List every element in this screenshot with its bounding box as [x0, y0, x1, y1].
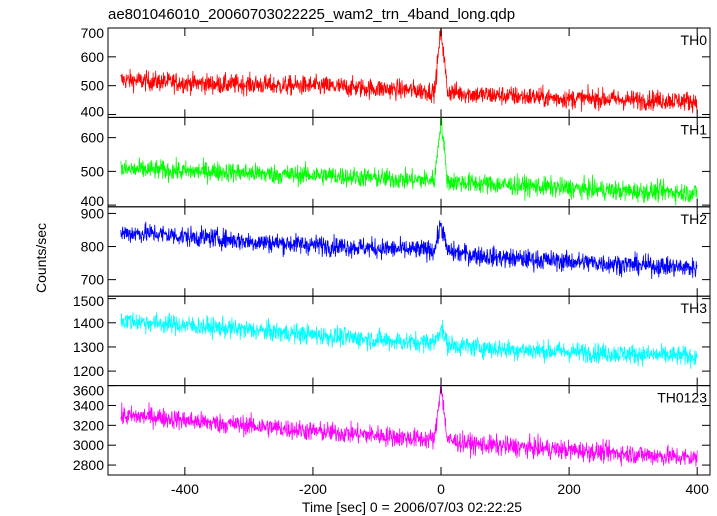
y-tick-label: 400	[81, 103, 105, 119]
y-tick-label: 1200	[73, 363, 104, 379]
y-tick-label: 3200	[73, 417, 104, 433]
series-line-th0	[120, 28, 698, 114]
x-tick-label: 400	[686, 481, 710, 497]
y-tick-label: 1500	[73, 293, 104, 309]
y-tick-label: 2800	[73, 457, 104, 473]
series-line-th2	[120, 220, 698, 279]
panel-label: TH0	[681, 32, 708, 48]
y-tick-label: 500	[81, 78, 105, 94]
y-tick-label: 600	[81, 49, 105, 65]
y-tick-label: 1400	[73, 315, 104, 331]
panels: 400 500 600 700 TH0 400 500 600 TH1 700 800 900 TH2 1…	[73, 25, 711, 497]
panel-th3: 1200 1300 1400 1500 TH3	[73, 293, 711, 387]
panel-th2: 700 800 900 TH2	[81, 205, 711, 297]
x-tick-label: -400	[171, 481, 199, 497]
panel-label: TH0123	[657, 390, 707, 406]
y-tick-label: 800	[81, 239, 105, 255]
panel-label: TH1	[681, 121, 708, 137]
y-tick-label: 1300	[73, 339, 104, 355]
y-tick-label: 700	[81, 25, 105, 41]
x-axis-title: Time [sec] 0 = 2006/07/03 02:22:25	[302, 499, 522, 515]
series-line-th1	[120, 117, 698, 206]
y-tick-label: 900	[81, 205, 105, 221]
panel-th1: 400 500 600 TH1	[81, 116, 711, 209]
y-axis-title: Counts/sec	[33, 223, 49, 293]
x-tick-label: -200	[299, 481, 327, 497]
panel-label: TH2	[681, 211, 708, 227]
panel-frame	[107, 385, 711, 476]
series-line-th0123	[120, 385, 698, 467]
y-tick-label: 700	[81, 272, 105, 288]
x-tick-label: 0	[437, 481, 445, 497]
x-tick-label: 200	[557, 481, 581, 497]
y-tick-label: 3600	[73, 383, 104, 399]
panel-label: TH3	[681, 300, 708, 316]
panel-frame	[107, 27, 711, 118]
y-tick-label: 600	[81, 130, 105, 146]
chart-title: ae801046010_20060703022225_wam2_trn_4ban…	[108, 6, 515, 23]
panel-th0: 400 500 600 700 TH0	[81, 25, 711, 119]
panel-frame	[107, 206, 711, 297]
y-tick-label: 400	[81, 193, 105, 209]
series-line-th3	[120, 312, 698, 369]
y-tick-label: 3400	[73, 397, 104, 413]
y-tick-label: 500	[81, 163, 105, 179]
y-tick-label: 3000	[73, 437, 104, 453]
